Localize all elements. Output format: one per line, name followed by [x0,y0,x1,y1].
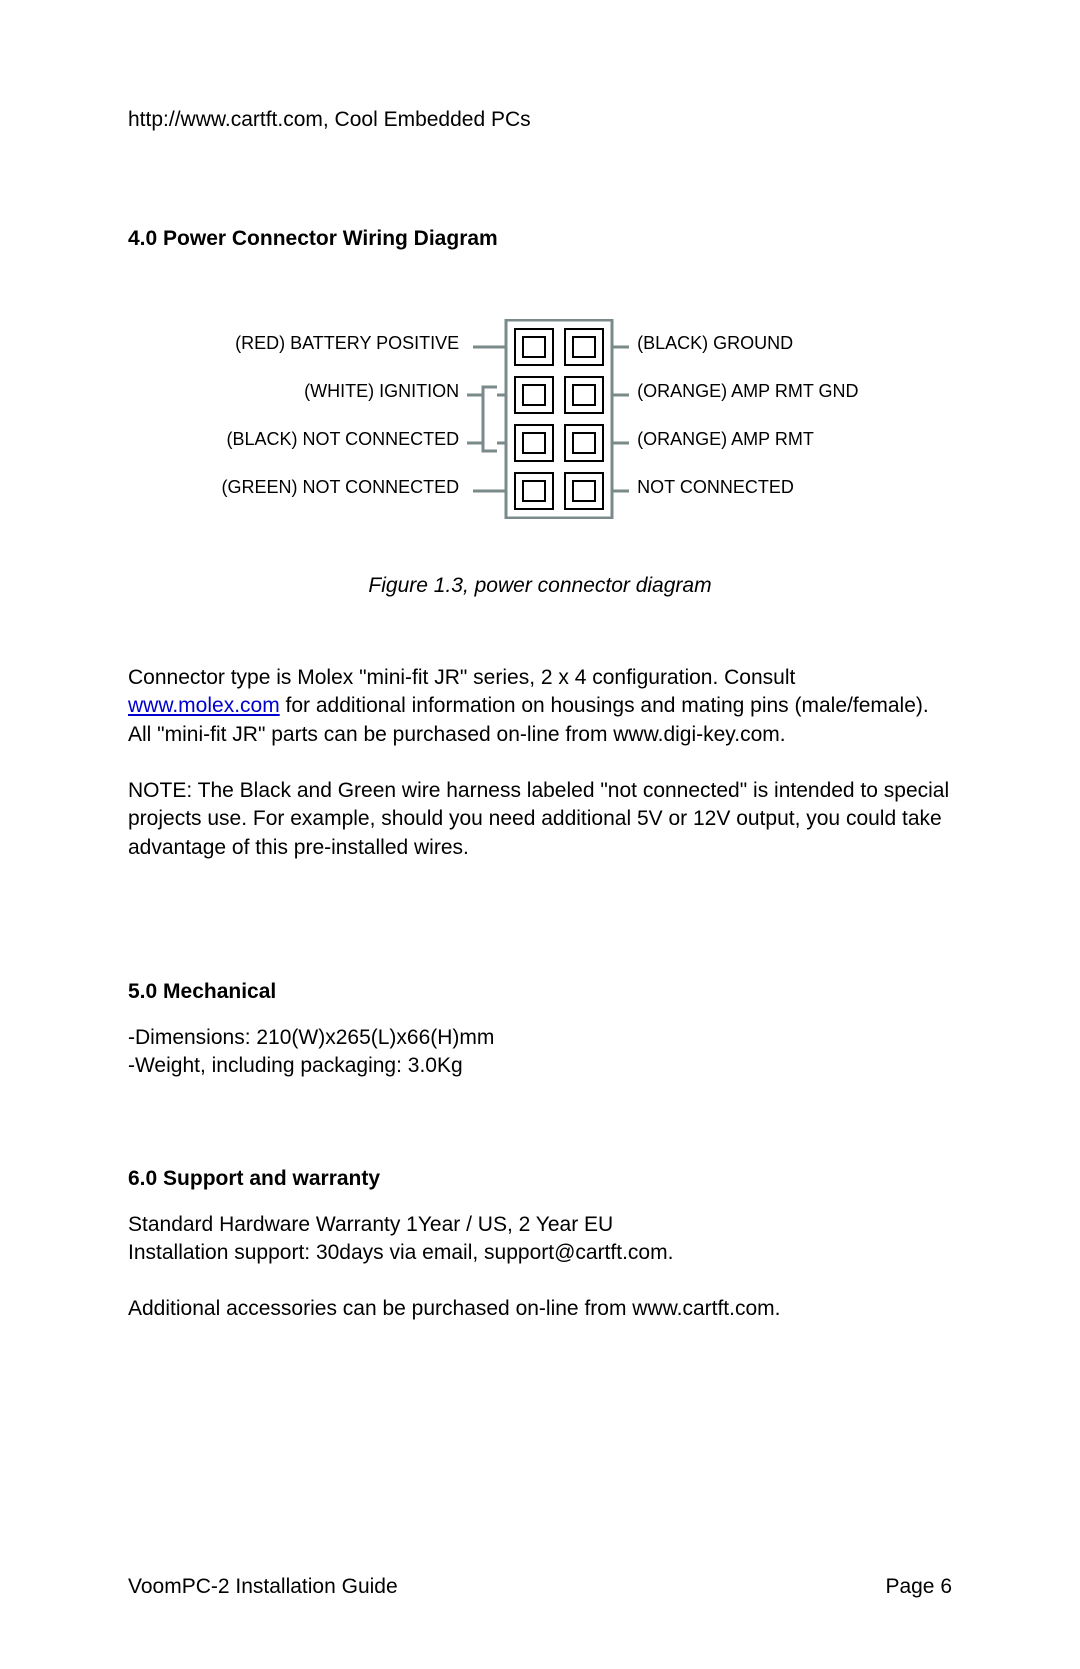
pin-label-left: (BLACK) NOT CONNECTED [221,415,459,463]
pin-label-left: (RED) BATTERY POSITIVE [221,319,459,367]
figure-caption: Figure 1.3, power connector diagram [128,574,952,598]
section-4-title: 4.0 Power Connector Wiring Diagram [128,227,952,251]
molex-link[interactable]: www.molex.com [128,694,280,717]
footer-page-number: Page 6 [885,1575,952,1599]
section-4-paragraph-1: Connector type is Molex "mini-fit JR" se… [128,664,952,749]
wiring-diagram: (RED) BATTERY POSITIVE (WHITE) IGNITION … [128,319,952,519]
header-url: http://www.cartft.com, Cool Embedded PCs [128,108,952,132]
pin-label-right: NOT CONNECTED [637,463,858,511]
footer-doc-title: VoomPC-2 Installation Guide [128,1575,398,1599]
diagram-right-labels: (BLACK) GROUND (ORANGE) AMP RMT GND (ORA… [637,319,858,511]
section-5-line: -Weight, including packaging: 3.0Kg [128,1052,952,1080]
section-5-title: 5.0 Mechanical [128,980,952,1004]
section-6-title: 6.0 Support and warranty [128,1167,952,1191]
section-6-line: Standard Hardware Warranty 1Year / US, 2… [128,1211,952,1239]
pin-label-right: (BLACK) GROUND [637,319,858,367]
section-4-paragraph-2: NOTE: The Black and Green wire harness l… [128,777,952,862]
p1-pre: Connector type is Molex "mini-fit JR" se… [128,666,795,689]
section-5-line: -Dimensions: 210(W)x265(L)x66(H)mm [128,1024,952,1052]
document-page: http://www.cartft.com, Cool Embedded PCs… [0,0,1080,1669]
diagram-left-labels: (RED) BATTERY POSITIVE (WHITE) IGNITION … [221,319,459,511]
section-6-line: Installation support: 30days via email, … [128,1239,952,1267]
connector-svg [467,319,629,519]
pin-label-right: (ORANGE) AMP RMT GND [637,367,858,415]
pin-label-left: (WHITE) IGNITION [221,367,459,415]
page-footer: VoomPC-2 Installation Guide Page 6 [128,1575,952,1599]
pin-label-left: (GREEN) NOT CONNECTED [221,463,459,511]
pin-label-right: (ORANGE) AMP RMT [637,415,858,463]
section-6-paragraph-2: Additional accessories can be purchased … [128,1295,952,1323]
